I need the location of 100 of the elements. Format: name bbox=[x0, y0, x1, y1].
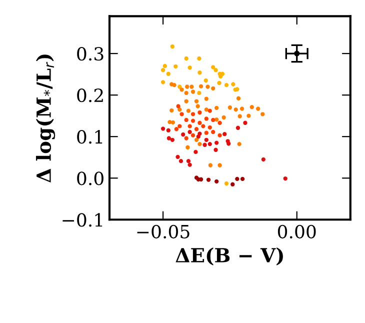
point bbox=[204, 138, 208, 142]
point bbox=[188, 124, 192, 128]
point bbox=[211, 86, 216, 90]
point bbox=[178, 159, 184, 164]
point bbox=[237, 142, 242, 146]
point bbox=[198, 142, 202, 146]
point bbox=[204, 96, 208, 101]
point bbox=[196, 104, 200, 108]
point bbox=[238, 114, 242, 118]
point bbox=[214, 148, 218, 152]
point bbox=[222, 115, 226, 120]
y-tick-label: −0.1 bbox=[62, 213, 102, 227]
point bbox=[194, 127, 199, 132]
point bbox=[198, 110, 202, 115]
point bbox=[214, 68, 218, 72]
y-tick-label: 0.0 bbox=[77, 172, 104, 186]
point bbox=[197, 90, 202, 96]
point bbox=[176, 104, 180, 108]
point bbox=[235, 176, 240, 182]
point bbox=[166, 136, 172, 140]
point bbox=[208, 163, 212, 168]
point bbox=[196, 134, 200, 139]
point bbox=[174, 64, 178, 68]
point bbox=[170, 138, 174, 142]
point bbox=[178, 108, 182, 112]
point bbox=[160, 126, 166, 131]
point bbox=[178, 124, 182, 128]
point bbox=[224, 83, 229, 88]
point bbox=[188, 66, 192, 70]
point bbox=[160, 80, 166, 84]
point bbox=[236, 96, 241, 100]
point bbox=[224, 181, 229, 186]
point bbox=[188, 130, 192, 134]
point bbox=[211, 118, 216, 122]
point bbox=[206, 178, 211, 182]
point bbox=[250, 105, 254, 110]
point bbox=[198, 70, 202, 75]
point bbox=[240, 176, 245, 182]
point bbox=[218, 133, 222, 138]
point bbox=[204, 78, 208, 83]
point bbox=[217, 80, 222, 86]
point bbox=[218, 163, 222, 168]
point bbox=[186, 145, 190, 150]
point bbox=[170, 120, 176, 125]
point bbox=[194, 99, 199, 104]
point bbox=[194, 150, 198, 154]
point bbox=[184, 118, 188, 122]
point bbox=[170, 108, 174, 113]
point bbox=[194, 138, 199, 142]
point bbox=[197, 56, 202, 61]
point bbox=[184, 90, 188, 96]
point bbox=[222, 132, 227, 136]
point bbox=[204, 116, 208, 121]
point bbox=[204, 108, 208, 112]
x-tick-label: 0.00 bbox=[278, 224, 316, 238]
point bbox=[186, 108, 191, 113]
point bbox=[240, 106, 244, 111]
point bbox=[190, 90, 196, 94]
y-tick-label: 0.3 bbox=[77, 46, 104, 61]
point bbox=[206, 84, 210, 89]
point bbox=[184, 56, 188, 61]
point bbox=[198, 84, 204, 88]
point bbox=[246, 114, 251, 118]
point bbox=[180, 88, 184, 92]
point bbox=[174, 127, 178, 132]
point bbox=[190, 133, 196, 138]
point bbox=[294, 50, 300, 56]
y-tick-label: 0.1 bbox=[77, 130, 102, 144]
point bbox=[178, 84, 182, 89]
point bbox=[172, 83, 176, 88]
point bbox=[214, 106, 219, 110]
y-tick-label: 0.2 bbox=[77, 88, 103, 102]
point bbox=[201, 124, 206, 128]
point bbox=[170, 44, 174, 49]
point bbox=[283, 176, 288, 181]
point bbox=[160, 68, 166, 72]
point bbox=[186, 159, 191, 164]
point bbox=[208, 125, 212, 130]
point bbox=[243, 120, 248, 125]
point bbox=[230, 182, 235, 186]
point bbox=[166, 128, 170, 132]
point bbox=[184, 136, 188, 140]
point bbox=[176, 154, 180, 160]
point bbox=[261, 157, 266, 162]
point bbox=[228, 105, 232, 110]
point bbox=[211, 65, 216, 70]
point bbox=[190, 118, 196, 123]
point bbox=[226, 142, 231, 146]
x-tick-label: −0.05 bbox=[137, 224, 190, 238]
point bbox=[204, 130, 208, 135]
point bbox=[218, 120, 222, 125]
point bbox=[208, 142, 212, 146]
x-axis-title: ΔE(B − V) bbox=[176, 248, 283, 266]
point bbox=[166, 72, 170, 76]
point bbox=[180, 112, 184, 116]
point bbox=[184, 99, 188, 104]
point bbox=[214, 140, 219, 145]
point bbox=[185, 84, 190, 89]
y-axis-title: Δ log(M$_{*}$/L$_{r}$) bbox=[36, 54, 56, 183]
point bbox=[211, 130, 216, 134]
